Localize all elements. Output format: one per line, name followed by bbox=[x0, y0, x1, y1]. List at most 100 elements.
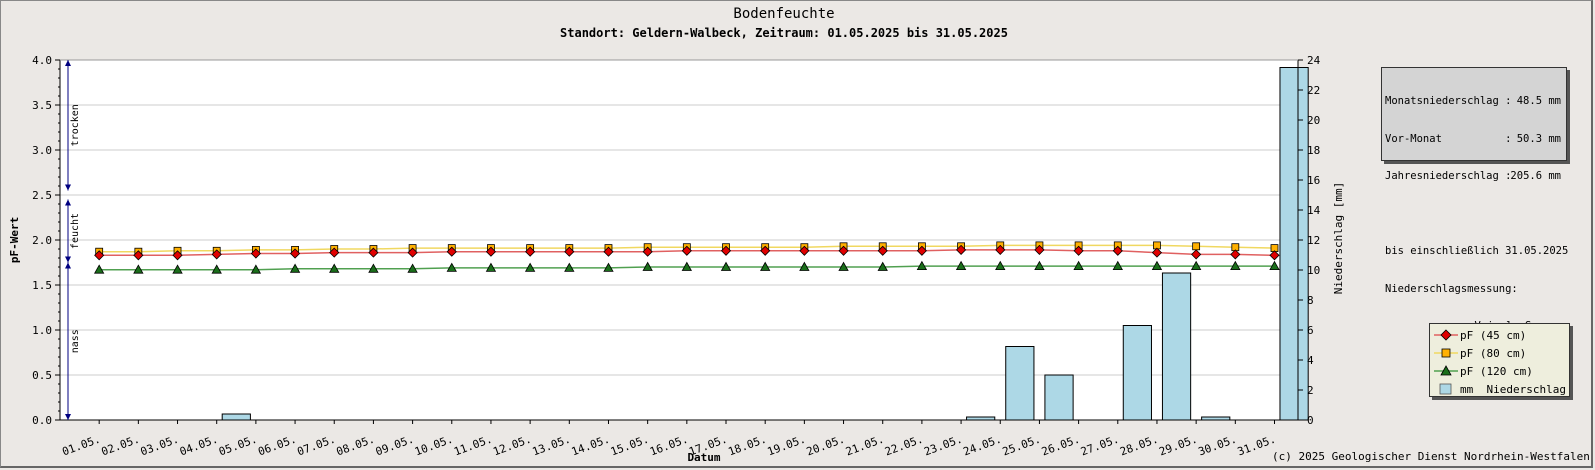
pf120-point bbox=[916, 260, 928, 271]
pf120-point bbox=[289, 263, 301, 273]
pf45-point bbox=[1073, 245, 1084, 256]
pf45-point bbox=[603, 246, 614, 257]
info-spacer bbox=[1385, 208, 1563, 221]
triangle-marker-icon bbox=[1434, 365, 1458, 376]
pf120-point bbox=[720, 261, 732, 271]
x-tick-label: 23.05. bbox=[922, 433, 964, 459]
pf120-point bbox=[1073, 260, 1084, 271]
pf120-point bbox=[133, 264, 144, 274]
info-until-date: bis einschließlich 31.05.2025 bbox=[1385, 245, 1569, 257]
info-row-year: Jahresniederschlag :205.6 mm bbox=[1385, 170, 1563, 183]
info-label: Monatsniederschlag : bbox=[1385, 95, 1512, 107]
zone-arrow-up-icon bbox=[65, 199, 71, 206]
x-tick-label: 04.05. bbox=[178, 433, 220, 459]
x-tick-label: 21.05. bbox=[844, 433, 886, 459]
info-label: Jahresniederschlag : bbox=[1385, 170, 1512, 182]
x-tick-label: 13.05. bbox=[531, 433, 573, 459]
y2-tick-label: 0 bbox=[1307, 414, 1314, 427]
y-tick-label: 2.0 bbox=[32, 234, 52, 247]
pf120-point bbox=[564, 262, 575, 272]
y-tick-label: 1.5 bbox=[32, 279, 52, 292]
pf120-point bbox=[603, 262, 614, 272]
y2-tick-label: 22 bbox=[1307, 84, 1320, 97]
info-row-month: Monatsniederschlag : 48.5 mm bbox=[1385, 95, 1563, 108]
y-tick-label: 2.5 bbox=[32, 189, 52, 202]
x-tick-label: 30.05. bbox=[1197, 433, 1239, 459]
x-tick-label: 27.05. bbox=[1079, 433, 1121, 459]
x-tick-label: 16.05. bbox=[648, 433, 690, 459]
info-row-prev-month: Vor-Monat : 50.3 mm bbox=[1385, 133, 1563, 146]
x-tick-label: 08.05. bbox=[335, 433, 377, 459]
pf45-point bbox=[250, 248, 261, 259]
pf45-point bbox=[446, 246, 457, 257]
chart-title: Bodenfeuchte bbox=[733, 6, 835, 22]
pf45-point bbox=[485, 246, 497, 257]
y-tick-label: 1.0 bbox=[32, 324, 52, 337]
y-tick-label: 3.0 bbox=[32, 144, 52, 157]
y-tick-label: 3.5 bbox=[32, 99, 52, 112]
pf120-point bbox=[524, 262, 536, 272]
zone-arrow-down-icon bbox=[65, 414, 71, 420]
y2-tick-label: 4 bbox=[1307, 354, 1314, 367]
info-label: Vor-Monat : bbox=[1385, 132, 1512, 145]
pf45-point bbox=[1112, 245, 1123, 256]
pf120-point bbox=[1230, 260, 1241, 271]
x-tick-label: 18.05. bbox=[726, 433, 768, 459]
pf120-point bbox=[329, 263, 340, 273]
y2-axis-label: Niederschlag [mm] bbox=[1332, 182, 1345, 295]
diamond-marker-icon bbox=[1434, 329, 1458, 341]
precip-bar bbox=[1122, 325, 1152, 421]
legend-label: pF (120 cm) bbox=[1460, 365, 1533, 378]
x-tick-label: 14.05. bbox=[570, 433, 612, 459]
pf120-point bbox=[681, 261, 693, 271]
pf120-point bbox=[172, 264, 183, 274]
info-value: 50.3 mm bbox=[1516, 132, 1561, 145]
x-tick-label: 20.05. bbox=[805, 433, 847, 459]
pf120-point bbox=[799, 261, 810, 271]
pf120-point bbox=[93, 264, 105, 274]
x-tick-label: 06.05. bbox=[256, 433, 298, 459]
pf120-point bbox=[368, 263, 379, 273]
x-tick-label: 28.05. bbox=[1118, 433, 1160, 459]
legend-item-pf80: pF (80 cm) bbox=[1430, 345, 1569, 363]
pf45-point bbox=[681, 245, 692, 256]
y-tick-label: 0.0 bbox=[32, 414, 52, 427]
info-value: 205.6 mm bbox=[1510, 170, 1561, 182]
pf45-point bbox=[877, 245, 888, 256]
pf120-point bbox=[1151, 260, 1163, 271]
zone-arrow-up-icon bbox=[65, 262, 71, 269]
y2-tick-label: 10 bbox=[1307, 264, 1320, 277]
precip-bar bbox=[1044, 374, 1074, 421]
legend-item-pf120: pF (120 cm) bbox=[1430, 363, 1569, 381]
y2-tick-label: 18 bbox=[1307, 144, 1320, 157]
pf45-point bbox=[329, 247, 340, 258]
x-axis-label: Datum bbox=[687, 451, 720, 464]
pf120-point bbox=[642, 261, 653, 271]
precip-bar bbox=[1279, 67, 1309, 421]
pf45-point bbox=[956, 244, 967, 255]
pf45-point bbox=[564, 246, 575, 257]
pf80-point bbox=[1192, 242, 1201, 251]
pf45-point bbox=[368, 247, 379, 258]
pf45-point bbox=[1034, 244, 1045, 255]
pf45-point bbox=[838, 245, 849, 256]
chart-legend: pF (45 cm) pF (80 cm) pF (120 cm) mm Nie… bbox=[1429, 323, 1570, 397]
x-tick-label: 10.05. bbox=[413, 433, 455, 459]
y2-tick-label: 20 bbox=[1307, 114, 1320, 127]
x-tick-label: 11.05. bbox=[452, 433, 494, 459]
y2-tick-label: 8 bbox=[1307, 294, 1314, 307]
zone-label: trocken bbox=[70, 104, 81, 146]
pf45-point bbox=[289, 248, 301, 259]
pf45-point bbox=[720, 245, 732, 256]
legend-label: pF (80 cm) bbox=[1460, 347, 1527, 360]
y2-tick-label: 14 bbox=[1307, 204, 1321, 217]
square-marker-icon bbox=[1434, 348, 1458, 358]
x-tick-label: 15.05. bbox=[609, 433, 651, 459]
pf45-point bbox=[172, 250, 183, 261]
x-tick-label: 05.05. bbox=[217, 433, 259, 459]
precip-bar bbox=[1161, 272, 1192, 421]
pf45-point bbox=[133, 250, 144, 261]
pf45-point bbox=[1230, 249, 1241, 260]
